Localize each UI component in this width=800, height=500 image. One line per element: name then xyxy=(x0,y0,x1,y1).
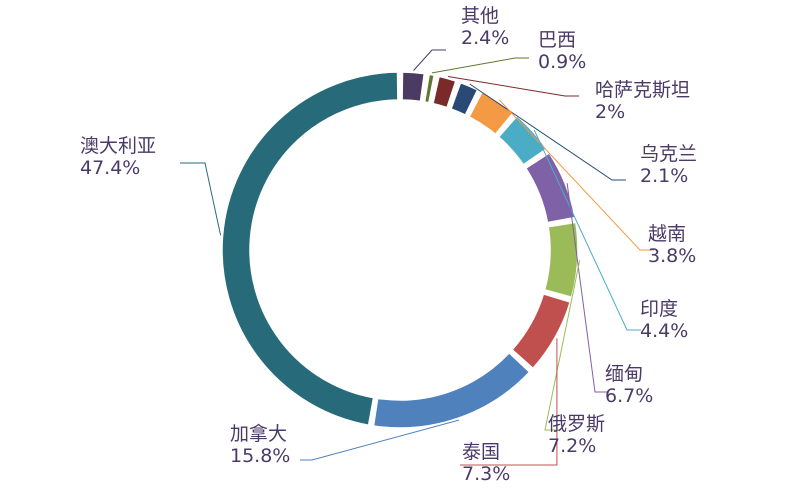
slice-label-value-9: 15.8% xyxy=(230,445,290,467)
slice-5 xyxy=(497,114,548,166)
slice-label-value-2: 2% xyxy=(595,101,625,123)
leader-line-8 xyxy=(460,338,558,466)
slice-6 xyxy=(524,151,576,224)
slice-label-value-0: 2.4% xyxy=(461,27,509,49)
slice-label-name-10: 澳大利亚 xyxy=(80,135,156,157)
slice-label-name-5: 印度 xyxy=(640,298,678,320)
leader-line-9 xyxy=(300,419,459,461)
slice-label-name-2: 哈萨克斯坦 xyxy=(595,79,690,101)
slice-label-value-3: 2.1% xyxy=(640,165,688,187)
slice-label-value-6: 6.7% xyxy=(605,385,653,407)
leader-line-2 xyxy=(447,76,579,97)
slice-label-value-1: 0.9% xyxy=(538,51,586,73)
leader-line-7 xyxy=(544,260,581,431)
slice-label-value-5: 4.4% xyxy=(640,320,688,342)
slice-9 xyxy=(372,351,531,429)
slice-label-name-7: 俄罗斯 xyxy=(548,413,605,435)
slice-label-value-10: 47.4% xyxy=(80,157,140,179)
slice-7 xyxy=(543,221,579,299)
slice-label-name-9: 加拿大 xyxy=(230,422,287,445)
leader-lines xyxy=(180,49,654,466)
slice-4 xyxy=(468,91,515,136)
leader-line-4 xyxy=(498,99,654,251)
slice-1 xyxy=(423,73,436,104)
slice-label-name-3: 乌克兰 xyxy=(640,143,697,165)
leader-line-0 xyxy=(413,49,446,71)
slice-8 xyxy=(510,292,572,370)
slice-label-name-4: 越南 xyxy=(648,223,686,245)
slice-label-name-1: 巴西 xyxy=(538,29,576,51)
leader-line-5 xyxy=(533,129,641,331)
slice-10 xyxy=(221,71,399,427)
slice-label-name-0: 其他 xyxy=(461,5,499,27)
slice-label-value-8: 7.3% xyxy=(462,463,510,485)
slice-0 xyxy=(401,71,426,103)
slice-3 xyxy=(450,81,479,116)
donut-slices xyxy=(221,71,579,429)
leader-line-10 xyxy=(180,162,222,236)
slice-label-value-4: 3.8% xyxy=(648,245,696,267)
slice-label-value-7: 7.2% xyxy=(548,435,596,457)
leader-line-6 xyxy=(566,183,609,393)
slice-label-name-8: 泰国 xyxy=(462,441,500,463)
leader-line-3 xyxy=(469,83,626,181)
slice-label-name-6: 缅甸 xyxy=(605,363,643,385)
leader-line-1 xyxy=(431,57,529,74)
slice-2 xyxy=(432,75,457,109)
